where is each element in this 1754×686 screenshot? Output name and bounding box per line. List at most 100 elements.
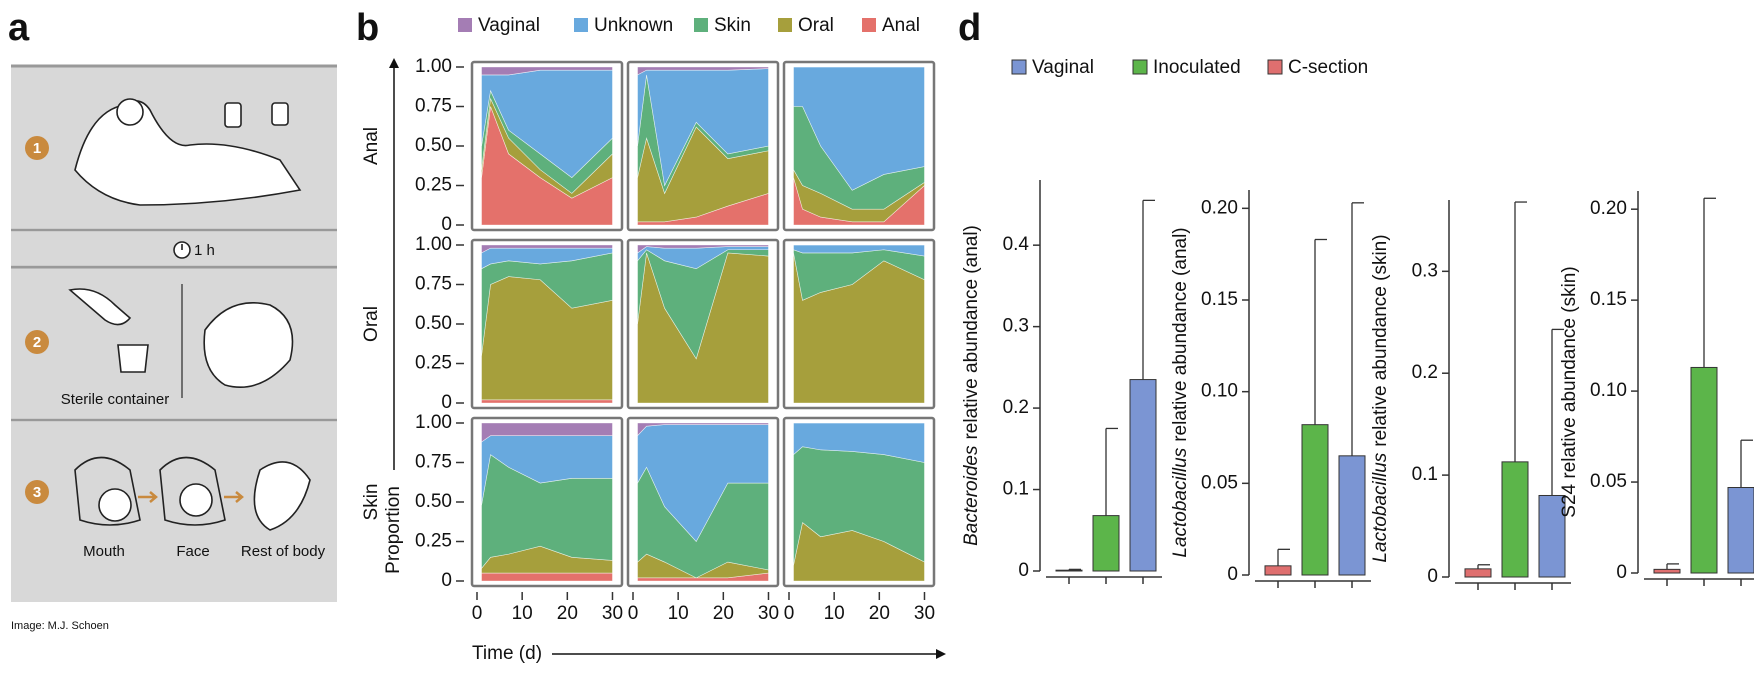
x-tick-label: 10 bbox=[512, 603, 533, 624]
y-tick-label: 0.10 bbox=[1201, 381, 1238, 402]
legend-swatch bbox=[862, 18, 876, 32]
y-tick-label: 0.75 bbox=[415, 96, 452, 117]
subplot-frame bbox=[470, 416, 624, 588]
image-credit: Image: M.J. Schoen bbox=[11, 620, 109, 632]
y-axis-label-italic: Lactobacillus bbox=[1170, 447, 1191, 557]
subplot bbox=[793, 422, 925, 582]
legend-label: Vaginal bbox=[1032, 57, 1094, 78]
row-label: Oral bbox=[361, 306, 382, 342]
y-tick-label: 0.05 bbox=[1590, 471, 1627, 492]
arrow bbox=[224, 491, 244, 503]
y-tick-label: 0 bbox=[1427, 566, 1438, 587]
y-axis-label: Proportion bbox=[383, 486, 404, 574]
container-drawing bbox=[117, 344, 149, 373]
hand-drawing bbox=[159, 456, 226, 526]
legend-swatch bbox=[694, 18, 708, 32]
y-tick-label: 1.00 bbox=[415, 412, 452, 433]
subplot bbox=[481, 66, 613, 226]
y-tick-label: 0.1 bbox=[1412, 464, 1438, 485]
area bbox=[481, 422, 613, 443]
subplot bbox=[637, 244, 769, 404]
bar bbox=[1264, 565, 1292, 576]
y-tick-label: 0.15 bbox=[1590, 289, 1627, 310]
y-tick-label: 0.05 bbox=[1201, 472, 1238, 493]
subplot bbox=[793, 66, 925, 226]
y-tick-label: 0.20 bbox=[1590, 198, 1627, 219]
legend-swatch bbox=[458, 18, 472, 32]
y-tick-label: 0.50 bbox=[415, 313, 452, 334]
bar bbox=[1092, 515, 1120, 572]
y-tick-label: 0 bbox=[441, 392, 452, 413]
row-label: Skin bbox=[361, 484, 382, 521]
bar bbox=[1538, 494, 1566, 578]
y-tick-label: 1.00 bbox=[415, 234, 452, 255]
x-tick-label: 30 bbox=[758, 603, 779, 624]
container-label: Sterile container bbox=[61, 391, 169, 408]
subplot bbox=[481, 422, 613, 582]
y-tick-label: 0.2 bbox=[1003, 397, 1029, 418]
bar bbox=[1464, 568, 1492, 578]
subplot-frame bbox=[782, 416, 936, 588]
y-axis-label-italic: Bacteroides bbox=[961, 445, 982, 546]
y-tick-label: 0 bbox=[1616, 562, 1627, 583]
step-badge bbox=[25, 330, 49, 354]
legend-label: Inoculated bbox=[1153, 57, 1241, 78]
legend-label: Anal bbox=[882, 15, 920, 36]
baby-drawing bbox=[253, 461, 311, 531]
area bbox=[481, 572, 613, 582]
y-axis-label: Bacteroides relative abundance (anal) bbox=[961, 225, 982, 546]
x-tick-label: 0 bbox=[784, 603, 795, 624]
step-number: 3 bbox=[33, 484, 41, 501]
subplot-frame bbox=[782, 60, 936, 232]
y-axis-label: Lactobacillus relative abundance (skin) bbox=[1370, 234, 1391, 562]
row-label: Anal bbox=[361, 127, 382, 165]
bag-drawing bbox=[271, 102, 289, 126]
bar bbox=[1129, 379, 1157, 572]
panel-label: b bbox=[356, 7, 379, 49]
y-tick-label: 0.25 bbox=[415, 531, 452, 552]
subplot bbox=[637, 422, 769, 582]
y-tick-label: 0.25 bbox=[415, 353, 452, 374]
y-axis-label-text: relative abundance (anal) bbox=[1170, 227, 1191, 441]
y-tick-label: 0.4 bbox=[1003, 234, 1030, 255]
x-tick-label: 10 bbox=[668, 603, 689, 624]
bar bbox=[1690, 366, 1718, 574]
wait-label: 1 h bbox=[194, 242, 215, 259]
legend-swatch bbox=[1267, 59, 1283, 75]
y-axis-label-text: relative abundance (anal) bbox=[961, 225, 982, 439]
bar bbox=[1501, 461, 1529, 578]
baby-drawing bbox=[203, 301, 294, 389]
legend-swatch bbox=[1011, 59, 1027, 75]
site-label: Mouth bbox=[83, 543, 125, 560]
legend-label: Vaginal bbox=[478, 15, 540, 36]
bar bbox=[1727, 487, 1754, 574]
step-badge bbox=[25, 480, 49, 504]
y-axis-label-text: S24 relative abundance (skin) bbox=[1559, 266, 1580, 517]
y-tick-label: 0.15 bbox=[1201, 289, 1238, 310]
area bbox=[637, 244, 769, 254]
x-tick-label: 0 bbox=[472, 603, 483, 624]
area bbox=[481, 244, 613, 254]
illustration bbox=[11, 64, 337, 602]
legend-label: Oral bbox=[798, 15, 834, 36]
panel-label: a bbox=[8, 7, 30, 49]
y-axis-label-italic: Lactobacillus bbox=[1370, 452, 1391, 562]
x-tick-label: 10 bbox=[824, 603, 845, 624]
subplot-frame bbox=[782, 238, 936, 410]
subplot bbox=[637, 66, 769, 226]
area bbox=[637, 66, 769, 76]
bar bbox=[1301, 424, 1329, 576]
bar bbox=[1338, 455, 1366, 576]
y-tick-label: 0.10 bbox=[1590, 380, 1627, 401]
site-label: Face bbox=[176, 543, 209, 560]
area bbox=[637, 422, 769, 437]
legend-label: Unknown bbox=[594, 15, 673, 36]
y-axis-label: S24 relative abundance (skin) bbox=[1559, 266, 1580, 517]
y-tick-label: 0 bbox=[441, 570, 452, 591]
legend-swatch bbox=[1132, 59, 1148, 75]
bar bbox=[1653, 568, 1681, 574]
y-tick-label: 0 bbox=[441, 214, 452, 235]
y-axis-label-text: relative abundance (skin) bbox=[1370, 234, 1391, 446]
y-tick-label: 0.20 bbox=[1201, 197, 1238, 218]
arrow-head bbox=[389, 58, 399, 68]
